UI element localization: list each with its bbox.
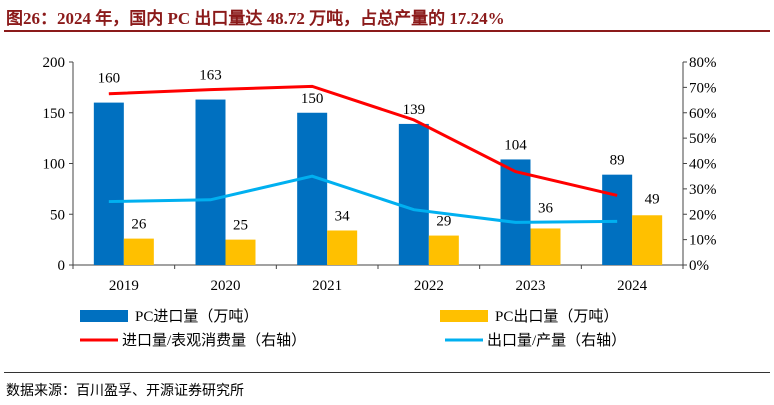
export-data-label: 49: [645, 191, 660, 207]
export-bar: [530, 228, 561, 265]
right-tick-label: 50%: [689, 131, 717, 147]
import-data-label: 150: [301, 91, 324, 107]
x-tick-label: 2022: [414, 278, 444, 294]
x-tick-label: 2021: [312, 278, 342, 294]
import-bar: [297, 112, 328, 265]
export-bar: [123, 238, 154, 265]
import-data-label: 89: [610, 153, 625, 169]
x-tick-label: 2023: [516, 278, 546, 294]
right-tick-label: 60%: [689, 106, 717, 122]
export-bar: [225, 239, 256, 265]
export-bar: [428, 235, 459, 265]
legend-swatch: [80, 310, 128, 322]
right-tick-label: 20%: [689, 207, 717, 223]
left-tick-label: 100: [43, 157, 66, 173]
import-data-label: 163: [199, 68, 222, 84]
legend-swatch: [440, 310, 488, 322]
import-data-label: 160: [98, 71, 121, 87]
left-tick-label: 0: [58, 258, 66, 274]
left-tick-label: 150: [43, 106, 66, 122]
import-bar: [602, 174, 633, 265]
import-bar: [398, 123, 429, 265]
export-ratio-line: [108, 174, 618, 224]
import-data-label: 104: [504, 137, 527, 153]
left-tick-label: 200: [43, 55, 66, 71]
x-tick-label: 2024: [617, 278, 648, 294]
chart-title: 图26：2024 年，国内 PC 出口量达 48.72 万吨，占总产量的 17.…: [6, 9, 505, 28]
right-tick-label: 10%: [689, 233, 717, 249]
legend-label: 出口量/产量（右轴）: [487, 332, 626, 349]
source-divider: [4, 372, 770, 373]
import-ratio-line: [108, 84, 618, 197]
title-divider: [4, 30, 770, 32]
import-bar: [93, 102, 124, 265]
export-data-label: 26: [131, 217, 147, 233]
x-tick-label: 2019: [109, 278, 139, 294]
right-tick-label: 40%: [689, 157, 717, 173]
right-tick-label: 80%: [689, 55, 717, 71]
right-tick-label: 0%: [689, 258, 709, 274]
export-data-label: 36: [538, 200, 554, 216]
legend-label: PC进口量（万吨）: [135, 308, 258, 325]
export-data-label: 34: [335, 208, 351, 224]
legend-label: PC出口量（万吨）: [495, 308, 618, 325]
left-tick-label: 50: [50, 207, 65, 223]
x-tick-label: 2020: [211, 278, 241, 294]
import-bar: [195, 99, 226, 266]
import-data-label: 139: [403, 102, 426, 118]
export-bar: [327, 230, 358, 265]
export-bar: [632, 215, 663, 265]
legend-label: 进口量/表观消费量（右轴）: [122, 332, 306, 349]
import-bar: [500, 159, 531, 265]
source-note: 数据来源：百川盈孚、开源证券研究所: [6, 384, 244, 399]
right-tick-label: 70%: [689, 80, 717, 96]
export-data-label: 25: [233, 218, 248, 234]
export-data-label: 29: [436, 214, 451, 230]
right-tick-label: 30%: [689, 182, 717, 198]
